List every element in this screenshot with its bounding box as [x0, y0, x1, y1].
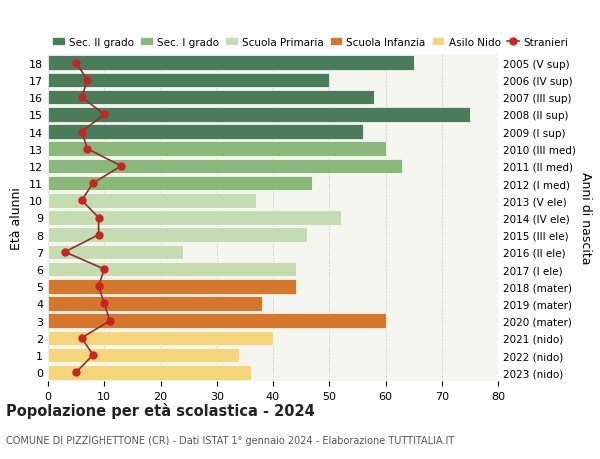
Y-axis label: Anni di nascita: Anni di nascita	[580, 172, 592, 264]
Bar	[48, 159, 403, 174]
Bar	[48, 194, 256, 208]
Bar	[48, 280, 296, 294]
Bar	[48, 176, 313, 191]
Text: COMUNE DI PIZZIGHETTONE (CR) - Dati ISTAT 1° gennaio 2024 - Elaborazione TUTTITA: COMUNE DI PIZZIGHETTONE (CR) - Dati ISTA…	[6, 435, 454, 445]
Bar	[48, 73, 329, 88]
Bar	[48, 56, 413, 71]
Bar	[48, 313, 386, 328]
Bar	[48, 331, 273, 345]
Bar	[48, 108, 470, 123]
Bar	[48, 262, 296, 277]
Legend: Sec. II grado, Sec. I grado, Scuola Primaria, Scuola Infanzia, Asilo Nido, Stran: Sec. II grado, Sec. I grado, Scuola Prim…	[48, 34, 572, 52]
Bar	[48, 245, 183, 260]
Bar	[48, 348, 239, 363]
Text: Popolazione per età scolastica - 2024: Popolazione per età scolastica - 2024	[6, 403, 315, 419]
Bar	[48, 91, 374, 105]
Bar	[48, 125, 363, 140]
Bar	[48, 142, 386, 157]
Bar	[48, 228, 307, 242]
Bar	[48, 211, 341, 225]
Y-axis label: Età alunni: Età alunni	[10, 187, 23, 249]
Bar	[48, 365, 251, 380]
Bar	[48, 297, 262, 311]
